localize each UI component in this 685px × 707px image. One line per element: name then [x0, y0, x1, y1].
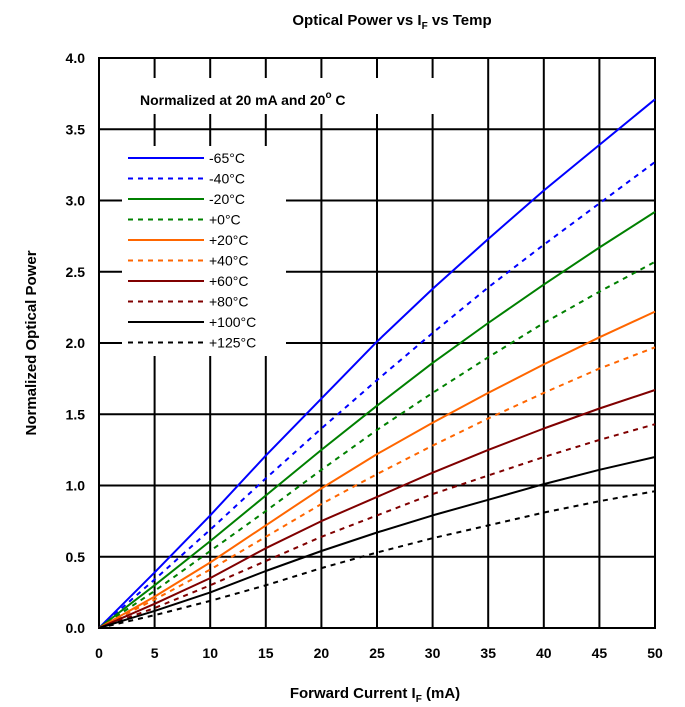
annotation-text: Normalized at 20 mA and 20o C — [140, 90, 346, 108]
y-tick-label: 3.5 — [66, 121, 86, 137]
legend-label: -65°C — [209, 150, 245, 166]
legend-label: -20°C — [209, 191, 245, 207]
series-line — [98, 310, 656, 629]
x-tick-labels: 0 5 10 15 20 25 30 35 40 45 50 — [95, 645, 663, 661]
x-tick-label: 35 — [480, 645, 496, 661]
chart-title-subscript: F — [422, 21, 428, 32]
annotation-box — [124, 78, 455, 114]
y-axis-label: Normalized Optical Power — [23, 250, 40, 435]
legend-label: +20°C — [209, 232, 248, 248]
x-tick-label: 10 — [202, 645, 218, 661]
legend-box — [122, 146, 286, 356]
x-tick-label: 15 — [258, 645, 274, 661]
x-tick-label: 25 — [369, 645, 385, 661]
y-tick-label: 0.0 — [66, 620, 86, 636]
x-axis-label: Forward Current IF (mA) — [290, 685, 460, 705]
x-tick-label: 50 — [647, 645, 663, 661]
series-line — [98, 260, 656, 629]
x-tick-label: 20 — [314, 645, 330, 661]
y-tick-labels: 0.0 0.5 1.0 1.5 2.0 2.5 3.0 3.5 4.0 — [66, 50, 86, 636]
legend-label: +125°C — [209, 335, 256, 351]
legend-label: +60°C — [209, 273, 248, 289]
y-tick-label: 1.0 — [66, 478, 86, 494]
legend-label: +80°C — [209, 294, 248, 310]
plot-area — [98, 57, 656, 629]
series-line — [98, 346, 656, 629]
series-line — [98, 161, 656, 629]
y-tick-label: 2.5 — [66, 264, 86, 280]
x-tick-label: 40 — [536, 645, 552, 661]
y-tick-label: 0.5 — [66, 549, 86, 565]
series-lines — [98, 98, 656, 629]
legend-label: -40°C — [209, 171, 245, 187]
series-line — [98, 456, 656, 629]
x-tick-label: 30 — [425, 645, 441, 661]
x-tick-label: 45 — [592, 645, 608, 661]
y-tick-label: 4.0 — [66, 50, 86, 66]
series-line — [98, 389, 656, 629]
legend-label: +0°C — [209, 212, 241, 228]
x-tick-label: 0 — [95, 645, 103, 661]
y-tick-label: 1.5 — [66, 406, 86, 422]
annotation-superscript: o — [325, 90, 331, 101]
series-line — [98, 211, 656, 629]
series-line — [98, 98, 656, 629]
x-tick-label: 5 — [151, 645, 159, 661]
chart-title: Optical Power vs IF vs Temp — [292, 12, 491, 32]
series-line — [98, 423, 656, 629]
y-tick-label: 3.0 — [66, 193, 86, 209]
legend-label: +100°C — [209, 314, 256, 330]
y-tick-label: 2.0 — [66, 335, 86, 351]
x-axis-label-subscript: F — [416, 694, 422, 705]
legend-label: +40°C — [209, 253, 248, 269]
legend: -65°C -40°C -20°C +0°C +20°C +40°C +60°C +80°C +… — [128, 150, 256, 351]
plot-border — [98, 57, 656, 629]
